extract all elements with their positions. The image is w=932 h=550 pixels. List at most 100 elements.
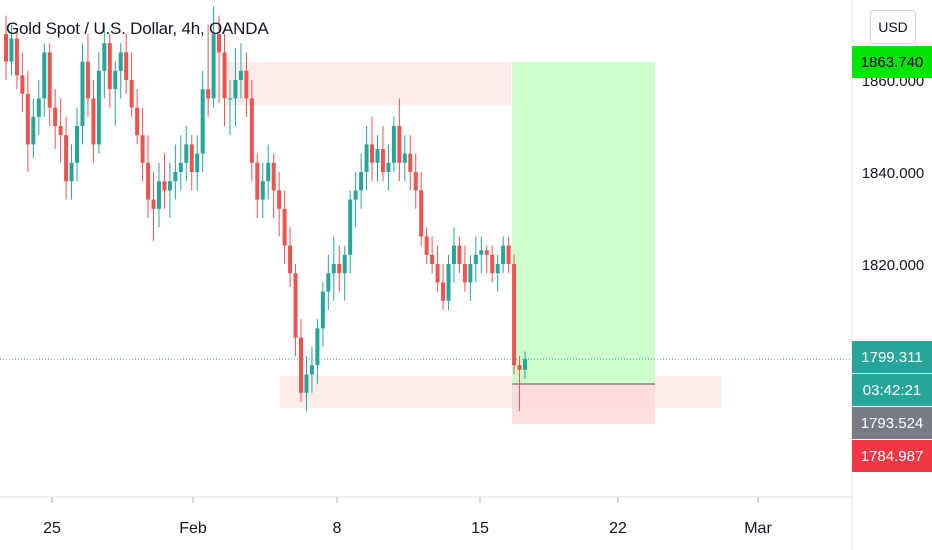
- candle: [506, 236, 511, 274]
- candle: [315, 319, 320, 384]
- candle-body: [419, 190, 424, 237]
- candle-body: [506, 245, 511, 264]
- candle-body: [156, 181, 161, 209]
- candle-body: [490, 254, 495, 274]
- candle: [124, 34, 129, 94]
- candle-body: [271, 162, 276, 191]
- candle: [255, 153, 260, 218]
- candle-body: [441, 282, 446, 301]
- candle-body: [468, 264, 473, 283]
- candle: [309, 346, 314, 393]
- candle: [42, 43, 47, 117]
- candle-body: [135, 107, 140, 136]
- candle: [271, 153, 276, 218]
- candle-body: [255, 162, 260, 200]
- candle-body: [359, 172, 364, 191]
- candle-body: [20, 75, 25, 94]
- candle-body: [320, 291, 325, 329]
- candle-body: [446, 264, 451, 301]
- candle: [222, 34, 227, 126]
- candle-body: [315, 328, 320, 366]
- candle: [129, 52, 134, 117]
- candle-body: [451, 245, 456, 264]
- candle-body: [129, 80, 134, 108]
- candle: [266, 144, 271, 200]
- candle-body: [424, 236, 429, 255]
- candle-body: [479, 250, 484, 255]
- candle-body: [217, 34, 222, 53]
- candle: [211, 6, 216, 108]
- candle: [408, 135, 413, 191]
- candle: [118, 43, 123, 99]
- candle: [495, 254, 500, 292]
- candle: [348, 190, 353, 274]
- candle: [523, 351, 527, 379]
- candle-body: [184, 144, 189, 163]
- candle: [102, 24, 107, 99]
- candle: [402, 135, 407, 182]
- candle: [249, 80, 254, 182]
- candle-body: [342, 254, 347, 274]
- candle-body: [211, 34, 216, 99]
- candle: [151, 172, 156, 241]
- candle-body: [484, 250, 489, 255]
- candle: [53, 89, 58, 149]
- candle: [288, 227, 293, 287]
- candle: [167, 162, 172, 218]
- candle: [58, 98, 63, 163]
- candle: [140, 107, 145, 182]
- candle-body: [326, 273, 331, 292]
- candle-body: [91, 98, 96, 145]
- candle: [397, 98, 402, 182]
- candle: [380, 126, 385, 182]
- candle-body: [353, 190, 358, 200]
- candle-body: [293, 273, 298, 338]
- candle-body: [146, 162, 151, 200]
- candle-body: [233, 80, 238, 99]
- candle-body: [402, 153, 407, 163]
- candle: [353, 172, 358, 228]
- candle-body: [299, 337, 304, 393]
- currency-button[interactable]: USD: [870, 10, 916, 44]
- chart-title: Gold Spot / U.S. Dollar, 4h, OANDA: [6, 19, 269, 38]
- candle: [195, 135, 200, 191]
- current-price-label: 1799.311: [852, 341, 932, 373]
- candle: [184, 126, 189, 182]
- loss-zone[interactable]: [512, 384, 655, 424]
- candle: [441, 264, 446, 310]
- candle-body: [75, 126, 80, 163]
- candle: [457, 236, 462, 274]
- candle: [31, 98, 36, 159]
- candle-body: [9, 38, 14, 62]
- candle-body: [173, 172, 178, 182]
- y-tick-label: 1840.000: [862, 165, 925, 182]
- candle-body: [244, 70, 249, 99]
- candle: [9, 24, 14, 76]
- candle-body: [391, 126, 396, 163]
- candle-body: [288, 245, 293, 274]
- candle: [25, 70, 30, 172]
- candle-body: [206, 89, 211, 99]
- candle: [413, 153, 418, 209]
- candle-body: [309, 365, 314, 375]
- candle-body: [304, 374, 309, 393]
- profit-zone[interactable]: [512, 62, 655, 384]
- candle-body: [4, 34, 8, 62]
- candle-body: [501, 245, 506, 264]
- candle-body: [364, 144, 369, 172]
- candle-body: [96, 70, 101, 145]
- x-tick-label: 15: [471, 520, 489, 537]
- supply-zone: [226, 62, 511, 105]
- candle-body: [462, 264, 467, 283]
- candle: [326, 254, 331, 310]
- candle-body: [151, 199, 156, 209]
- candle-body: [337, 264, 342, 274]
- candle-body: [331, 264, 336, 274]
- candle-body: [249, 98, 254, 163]
- candle: [238, 43, 243, 99]
- candle-body: [162, 181, 167, 191]
- candle-body: [512, 264, 517, 366]
- candle: [178, 135, 183, 191]
- candle: [162, 153, 167, 209]
